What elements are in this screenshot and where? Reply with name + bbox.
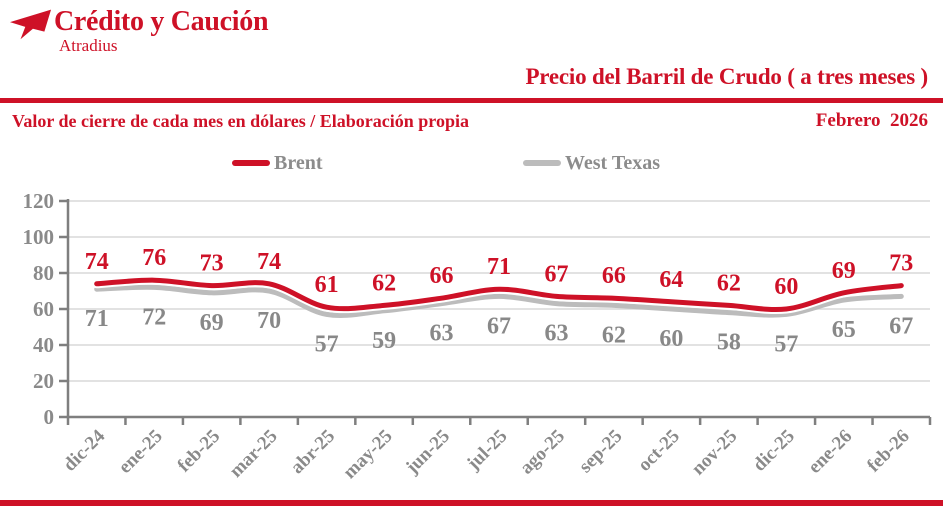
west-texas-value-label: 71 [85, 306, 109, 332]
brent-value-label: 64 [659, 267, 683, 293]
x-axis-label: dic-25 [749, 426, 799, 476]
brent-value-label: 60 [774, 274, 798, 300]
west-texas-value-label: 63 [430, 321, 454, 347]
x-axis-label: may-25 [339, 426, 396, 483]
brent-value-labels: 74 76 73 74 61 62 66 71 67 66 64 62 60 69 73 [85, 245, 914, 300]
legend-label-brent: Brent [274, 151, 323, 174]
y-axis-label: 100 [23, 225, 55, 249]
brent-value-label: 62 [717, 270, 741, 296]
west-texas-value-label: 59 [372, 328, 396, 354]
legend-label-west-texas: West Texas [565, 151, 661, 174]
y-axis-label: 0 [44, 405, 55, 429]
brent-value-label: 61 [315, 272, 339, 298]
west-texas-value-label: 65 [832, 317, 856, 343]
y-axis-label: 40 [33, 333, 54, 357]
west-texas-line-swatch [523, 160, 561, 166]
x-axis-label: ene-25 [115, 426, 167, 478]
brent-value-label: 69 [832, 258, 856, 284]
x-axis-label: feb-26 [863, 426, 914, 477]
west-texas-value-label: 63 [544, 321, 568, 347]
x-axis: dic-24 ene-25 feb-25 mar-25 abr-25 may-25 jun-… [59, 415, 932, 483]
brand-logo-icon [10, 9, 52, 40]
x-axis-label: nov-25 [688, 426, 742, 480]
legend-item-west-texas: West Texas [523, 151, 661, 174]
x-axis-label: abr-25 [287, 426, 339, 478]
west-texas-value-label: 70 [257, 308, 281, 334]
x-axis-label: dic-24 [59, 425, 109, 475]
y-axis-label: 20 [33, 369, 54, 393]
west-texas-value-label: 58 [717, 330, 741, 356]
west-texas-value-label: 60 [659, 326, 683, 352]
x-axis-label: sep-25 [575, 426, 626, 477]
legend-item-brent: Brent [232, 151, 323, 174]
brent-line [94, 277, 904, 312]
west-texas-value-label: 62 [602, 322, 626, 348]
brand-text: Crédito y Caución Atradius [54, 6, 269, 55]
brent-value-label: 73 [889, 251, 913, 277]
west-texas-value-label: 69 [200, 310, 224, 336]
west-texas-value-label: 72 [142, 304, 166, 330]
brent-value-label: 76 [142, 245, 166, 271]
west-texas-value-labels: 71 72 69 70 57 59 63 67 63 62 60 58 57 65 67 [85, 304, 914, 357]
west-texas-line [94, 284, 904, 318]
date-label: Febrero 2026 [815, 110, 928, 131]
brent-value-label: 74 [85, 249, 109, 275]
west-texas-value-label: 67 [487, 313, 511, 339]
west-texas-value-label: 57 [774, 331, 798, 357]
x-axis-label: ene-26 [804, 426, 856, 478]
brent-value-label: 62 [372, 270, 396, 296]
chart-subtitle: Valor de cierre de cada mes en dólares /… [12, 111, 469, 131]
brent-value-label: 66 [430, 263, 454, 289]
y-axis-label: 120 [23, 189, 55, 213]
x-axis-label: jul-25 [462, 426, 511, 475]
brent-value-label: 73 [200, 251, 224, 277]
brent-line-swatch [232, 160, 270, 166]
brent-value-label: 66 [602, 263, 626, 289]
x-axis-label: ago-25 [516, 426, 569, 479]
brent-value-label: 74 [257, 249, 281, 275]
y-axis-label: 60 [33, 297, 54, 321]
x-axis-label: jun-25 [401, 426, 454, 479]
footer-bar [0, 500, 943, 506]
brent-value-label: 67 [544, 261, 568, 287]
x-axis-label: oct-25 [634, 426, 684, 476]
brand: Crédito y Caución Atradius [10, 6, 269, 55]
y-axis-label: 80 [33, 261, 54, 285]
brent-value-label: 71 [487, 254, 511, 280]
brand-name: Crédito y Caución [54, 6, 269, 37]
x-axis-label: mar-25 [226, 426, 282, 482]
page-title: Precio del Barril de Crudo ( a tres mese… [525, 64, 928, 89]
west-texas-value-label: 57 [315, 331, 339, 357]
x-axis-label: feb-25 [174, 426, 225, 477]
west-texas-value-label: 67 [889, 313, 913, 339]
y-axis: 0 20 40 60 80 100 120 [23, 189, 70, 429]
header-divider [0, 98, 943, 103]
brand-subtitle: Atradius [59, 36, 118, 55]
